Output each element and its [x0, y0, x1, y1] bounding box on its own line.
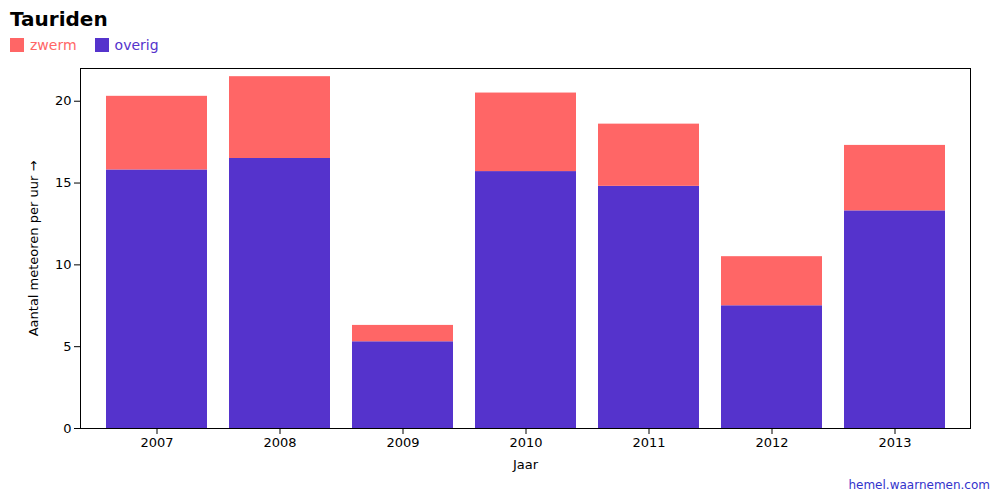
svg-text:Jaar: Jaar — [512, 457, 539, 472]
svg-text:2007: 2007 — [140, 435, 173, 450]
svg-text:15: 15 — [55, 175, 72, 190]
html-text:zwerm: zwerm — [30, 37, 77, 53]
html-text:Tauriden: Tauriden — [10, 7, 108, 31]
svg-text:2011: 2011 — [632, 435, 665, 450]
svg-text:2010: 2010 — [509, 435, 542, 450]
svg-text:2008: 2008 — [263, 435, 296, 450]
svg-text:2012: 2012 — [755, 435, 788, 450]
html-text:hemel.waarnemen.com: hemel.waarnemen.com — [848, 478, 990, 492]
svg-text:5: 5 — [63, 339, 71, 354]
svg-text:Aantal meteoren per uur →: Aantal meteoren per uur → — [26, 161, 41, 337]
html-text:overig: overig — [114, 37, 159, 53]
svg-text:0: 0 — [63, 421, 71, 436]
svg-text:2013: 2013 — [878, 435, 911, 450]
svg-text:10: 10 — [55, 257, 72, 272]
svg-text:2009: 2009 — [386, 435, 419, 450]
svg-text:20: 20 — [55, 93, 72, 108]
